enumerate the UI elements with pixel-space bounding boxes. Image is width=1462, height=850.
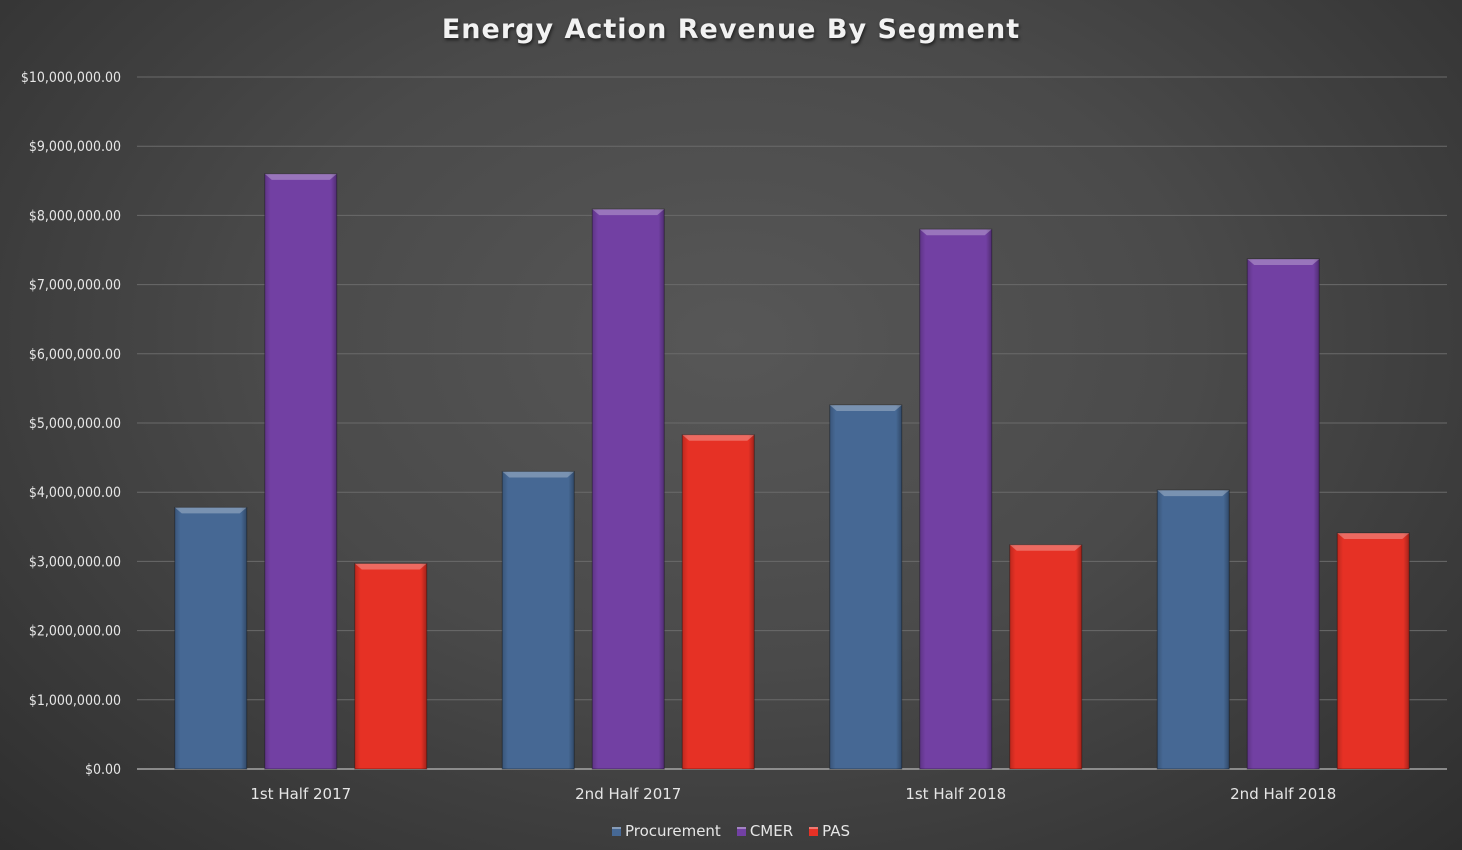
bar-procurement-3 [829, 404, 903, 770]
x-tick-label: 2nd Half 2017 [575, 785, 681, 803]
bar-procurement-2 [501, 470, 575, 770]
y-tick-label: $9,000,000.00 [29, 139, 121, 155]
y-tick-label: $1,000,000.00 [29, 693, 121, 709]
bar-bevel [1157, 490, 1230, 497]
y-tick-label: $3,000,000.00 [29, 554, 121, 570]
bar-procurement-4 [1156, 489, 1230, 770]
bar-pas-3 [1009, 544, 1083, 770]
bar-shading [682, 434, 755, 769]
bar-shading [502, 471, 575, 769]
bar-bevel [174, 507, 247, 514]
legend-swatch-cmer [736, 826, 746, 836]
bar-shading [592, 209, 665, 769]
bar-shading [264, 173, 337, 769]
bar-shading [1337, 533, 1410, 769]
y-tick-label: $10,000,000.00 [21, 70, 121, 86]
legend-swatch-pas [809, 826, 819, 836]
y-tick-label: $5,000,000.00 [29, 416, 121, 432]
y-tick-label: $0.00 [85, 762, 121, 778]
bar-bevel [592, 209, 665, 216]
legend-label: PAS [822, 822, 851, 840]
bar-cmer-3 [919, 228, 993, 770]
legend-label: CMER [749, 822, 794, 840]
bar-procurement-1 [174, 506, 248, 770]
legend-item-pas: PAS [809, 822, 850, 840]
bars [174, 173, 1410, 770]
bar-bevel [829, 405, 902, 412]
bar-bevel [1337, 533, 1410, 540]
y-tick-label: $6,000,000.00 [29, 347, 121, 363]
x-tick-label: 1st Half 2017 [250, 785, 351, 803]
bar-bevel [354, 563, 427, 570]
y-tick-label: $7,000,000.00 [29, 278, 121, 294]
x-tick-label: 1st Half 2018 [905, 785, 1006, 803]
bar-cmer-2 [591, 208, 665, 770]
legend: Procurement CMER PAS [0, 822, 1462, 840]
bar-pas-1 [354, 562, 428, 770]
y-tick-label: $2,000,000.00 [29, 624, 121, 640]
y-axis: $0.00 $1,000,000.00 $2,000,000.00 $3,000,00… [21, 70, 121, 778]
bar-bevel [264, 173, 337, 180]
bar-pas-2 [681, 434, 755, 770]
bar-shading [174, 507, 247, 769]
y-tick-label: $4,000,000.00 [29, 485, 121, 501]
chart-title: Energy Action Revenue By Segment [441, 14, 1021, 45]
legend-label: Procurement [624, 822, 721, 840]
legend-item-cmer: CMER [736, 822, 794, 840]
x-tick-label: 2nd Half 2018 [1230, 785, 1336, 803]
legend-item-procurement: Procurement [611, 822, 721, 840]
bar-cmer-4 [1246, 258, 1320, 770]
bar-bevel [919, 229, 992, 236]
bar-shading [919, 229, 992, 770]
legend-swatch-procurement [611, 826, 621, 836]
bar-shading [1009, 544, 1082, 769]
bar-shading [829, 405, 902, 769]
bar-bevel [682, 434, 755, 441]
y-tick-label: $8,000,000.00 [29, 208, 121, 224]
bar-cmer-1 [264, 173, 338, 770]
bar-pas-4 [1336, 532, 1410, 770]
bar-shading [1247, 258, 1320, 769]
x-axis: 1st Half 2017 2nd Half 2017 1st Half 2018 2… [250, 785, 1336, 803]
bar-shading [1157, 490, 1230, 769]
bar-bevel [1247, 258, 1320, 265]
bar-bevel [502, 471, 575, 478]
bar-bevel [1009, 544, 1082, 551]
bar-shading [354, 563, 427, 769]
